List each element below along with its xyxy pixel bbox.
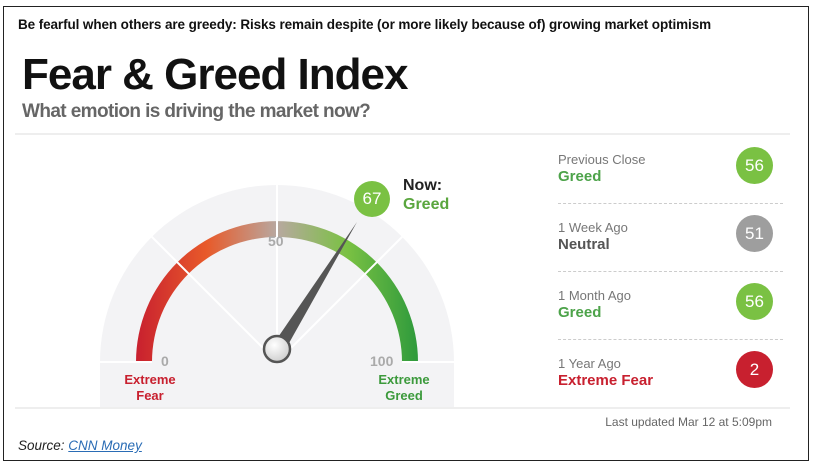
extreme-fear-label: Extreme Fear: [110, 372, 190, 404]
last-updated: Last updated Mar 12 at 5:09pm: [605, 415, 772, 429]
source-link[interactable]: CNN Money: [68, 438, 142, 453]
gauge-knob: [262, 334, 292, 364]
history-sentiment: Greed: [558, 304, 602, 321]
extreme-greed-line1: Extreme: [378, 372, 430, 387]
extreme-fear-line2: Fear: [136, 388, 164, 403]
history-label: 1 Month Ago: [558, 288, 631, 303]
row-divider: [558, 271, 783, 272]
top-divider: [15, 133, 790, 135]
history-sentiment: Neutral: [558, 236, 610, 253]
history-value-badge: 2: [736, 351, 773, 388]
history-row-1-month: 1 Month Ago Greed 56: [558, 283, 773, 321]
gauge-needle: [272, 222, 357, 352]
page-subtitle: What emotion is driving the market now?: [22, 101, 371, 122]
extreme-greed-line2: Greed: [385, 388, 423, 403]
row-divider: [558, 203, 783, 204]
extreme-fear-line1: Extreme: [124, 372, 176, 387]
tick-0: 0: [161, 353, 169, 369]
history-row-1-week: 1 Week Ago Neutral 51: [558, 215, 773, 253]
history-label: 1 Week Ago: [558, 220, 628, 235]
history-sentiment: Greed: [558, 168, 602, 185]
tick-100: 100: [370, 353, 394, 369]
extreme-greed-label: Extreme Greed: [364, 372, 444, 404]
history-row-previous-close: Previous Close Greed 56: [558, 147, 773, 185]
source-line: Source: CNN Money: [18, 438, 142, 453]
history-value-badge: 56: [736, 147, 773, 184]
history-value-badge: 51: [736, 215, 773, 252]
now-label: Now:: [403, 177, 443, 194]
figure-frame: [3, 6, 809, 461]
history-sentiment: Extreme Fear: [558, 372, 654, 389]
tick-50: 50: [268, 233, 284, 249]
history-label: 1 Year Ago: [558, 356, 621, 371]
gauge-arc: [136, 221, 418, 362]
headline: Be fearful when others are greedy: Risks…: [18, 17, 712, 32]
history-label: Previous Close: [558, 152, 646, 167]
history-row-1-year: 1 Year Ago Extreme Fear 2: [558, 351, 773, 389]
row-divider: [558, 339, 783, 340]
page-title: Fear & Greed Index: [22, 50, 408, 99]
history-value-badge: 56: [736, 283, 773, 320]
now-value-badge: 67: [354, 181, 390, 217]
source-prefix: Source:: [18, 438, 65, 453]
now-sentiment: Greed: [403, 196, 450, 213]
bottom-divider: [15, 407, 790, 409]
